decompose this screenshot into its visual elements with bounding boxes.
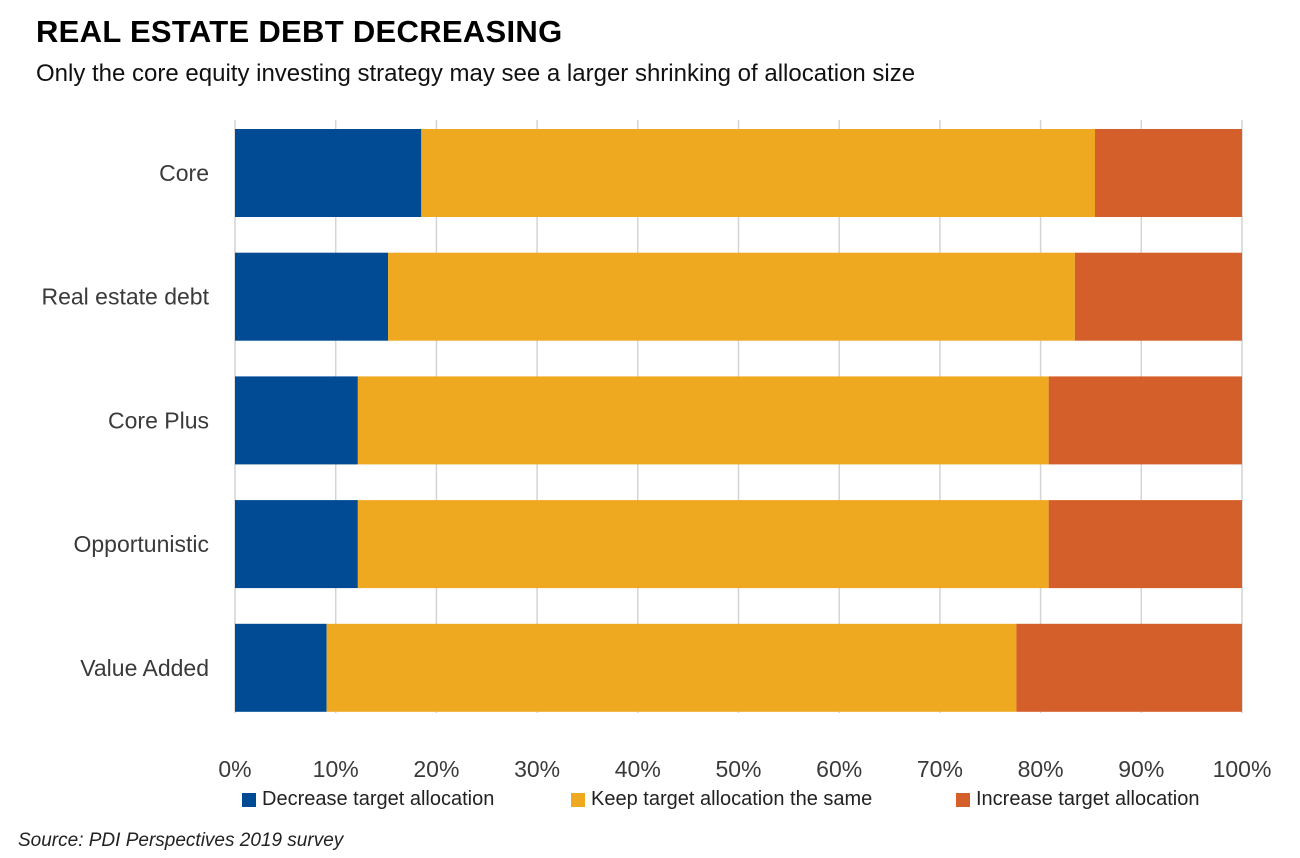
x-tick-label: 60%: [816, 756, 862, 782]
legend-item: Keep target allocation the same: [571, 788, 872, 811]
bar-segment-3: [1094, 129, 1242, 217]
legend-item: Increase target allocation: [956, 788, 1199, 811]
bar-segment-3: [1016, 623, 1242, 712]
chart-subtitle: Only the core equity investing strategy …: [36, 60, 916, 87]
x-tick-label: 20%: [413, 756, 459, 782]
bar-segment-2: [421, 129, 1095, 217]
chart-legend: Decrease target allocation Keep target al…: [0, 788, 1300, 816]
category-label: Opportunistic: [73, 531, 209, 557]
x-tick-label: 30%: [514, 756, 560, 782]
bar-segment-1: [235, 129, 422, 217]
bar-segment-1: [235, 376, 358, 465]
stacked-bar-chart: 0% 10% 20% 30% 40% 50% 60% 70% 80% 90% 100% Core Rea…: [41, 120, 1272, 782]
bar-segment-2: [326, 623, 1017, 712]
legend-label: Increase target allocation: [976, 788, 1200, 810]
legend-swatch: [956, 792, 970, 807]
category-label: Core Plus: [108, 407, 209, 433]
x-tick-label: 100%: [1213, 756, 1272, 782]
x-tick-label: 40%: [615, 756, 661, 782]
source-note: Source: PDI Perspectives 2019 survey: [18, 830, 344, 851]
legend-label: Decrease target allocation: [262, 788, 495, 810]
x-tick-label: 80%: [1018, 756, 1064, 782]
bar-segment-1: [235, 500, 358, 589]
bar-segment-2: [357, 376, 1049, 465]
category-label: Core: [159, 160, 209, 186]
bar-segment-1: [235, 252, 389, 341]
bar-segment-2: [357, 500, 1049, 589]
bar-segment-2: [388, 252, 1075, 341]
bar-segment-1: [235, 623, 327, 712]
bar-segment-3: [1048, 500, 1242, 589]
x-tick-label: 0%: [218, 756, 251, 782]
category-label: Real estate debt: [41, 284, 209, 310]
chart-title: REAL ESTATE DEBT DECREASING: [36, 14, 563, 49]
bar-segment-3: [1048, 376, 1242, 465]
x-tick-label: 90%: [1118, 756, 1164, 782]
category-label: Value Added: [80, 655, 209, 681]
x-tick-label: 50%: [715, 756, 761, 782]
bar-segment-3: [1074, 252, 1242, 341]
legend-swatch: [242, 792, 256, 807]
x-tick-label: 10%: [313, 756, 359, 782]
x-tick-label: 70%: [917, 756, 963, 782]
legend-swatch: [571, 792, 585, 807]
legend-label: Keep target allocation the same: [591, 788, 873, 810]
legend-item: Decrease target allocation: [242, 788, 494, 811]
